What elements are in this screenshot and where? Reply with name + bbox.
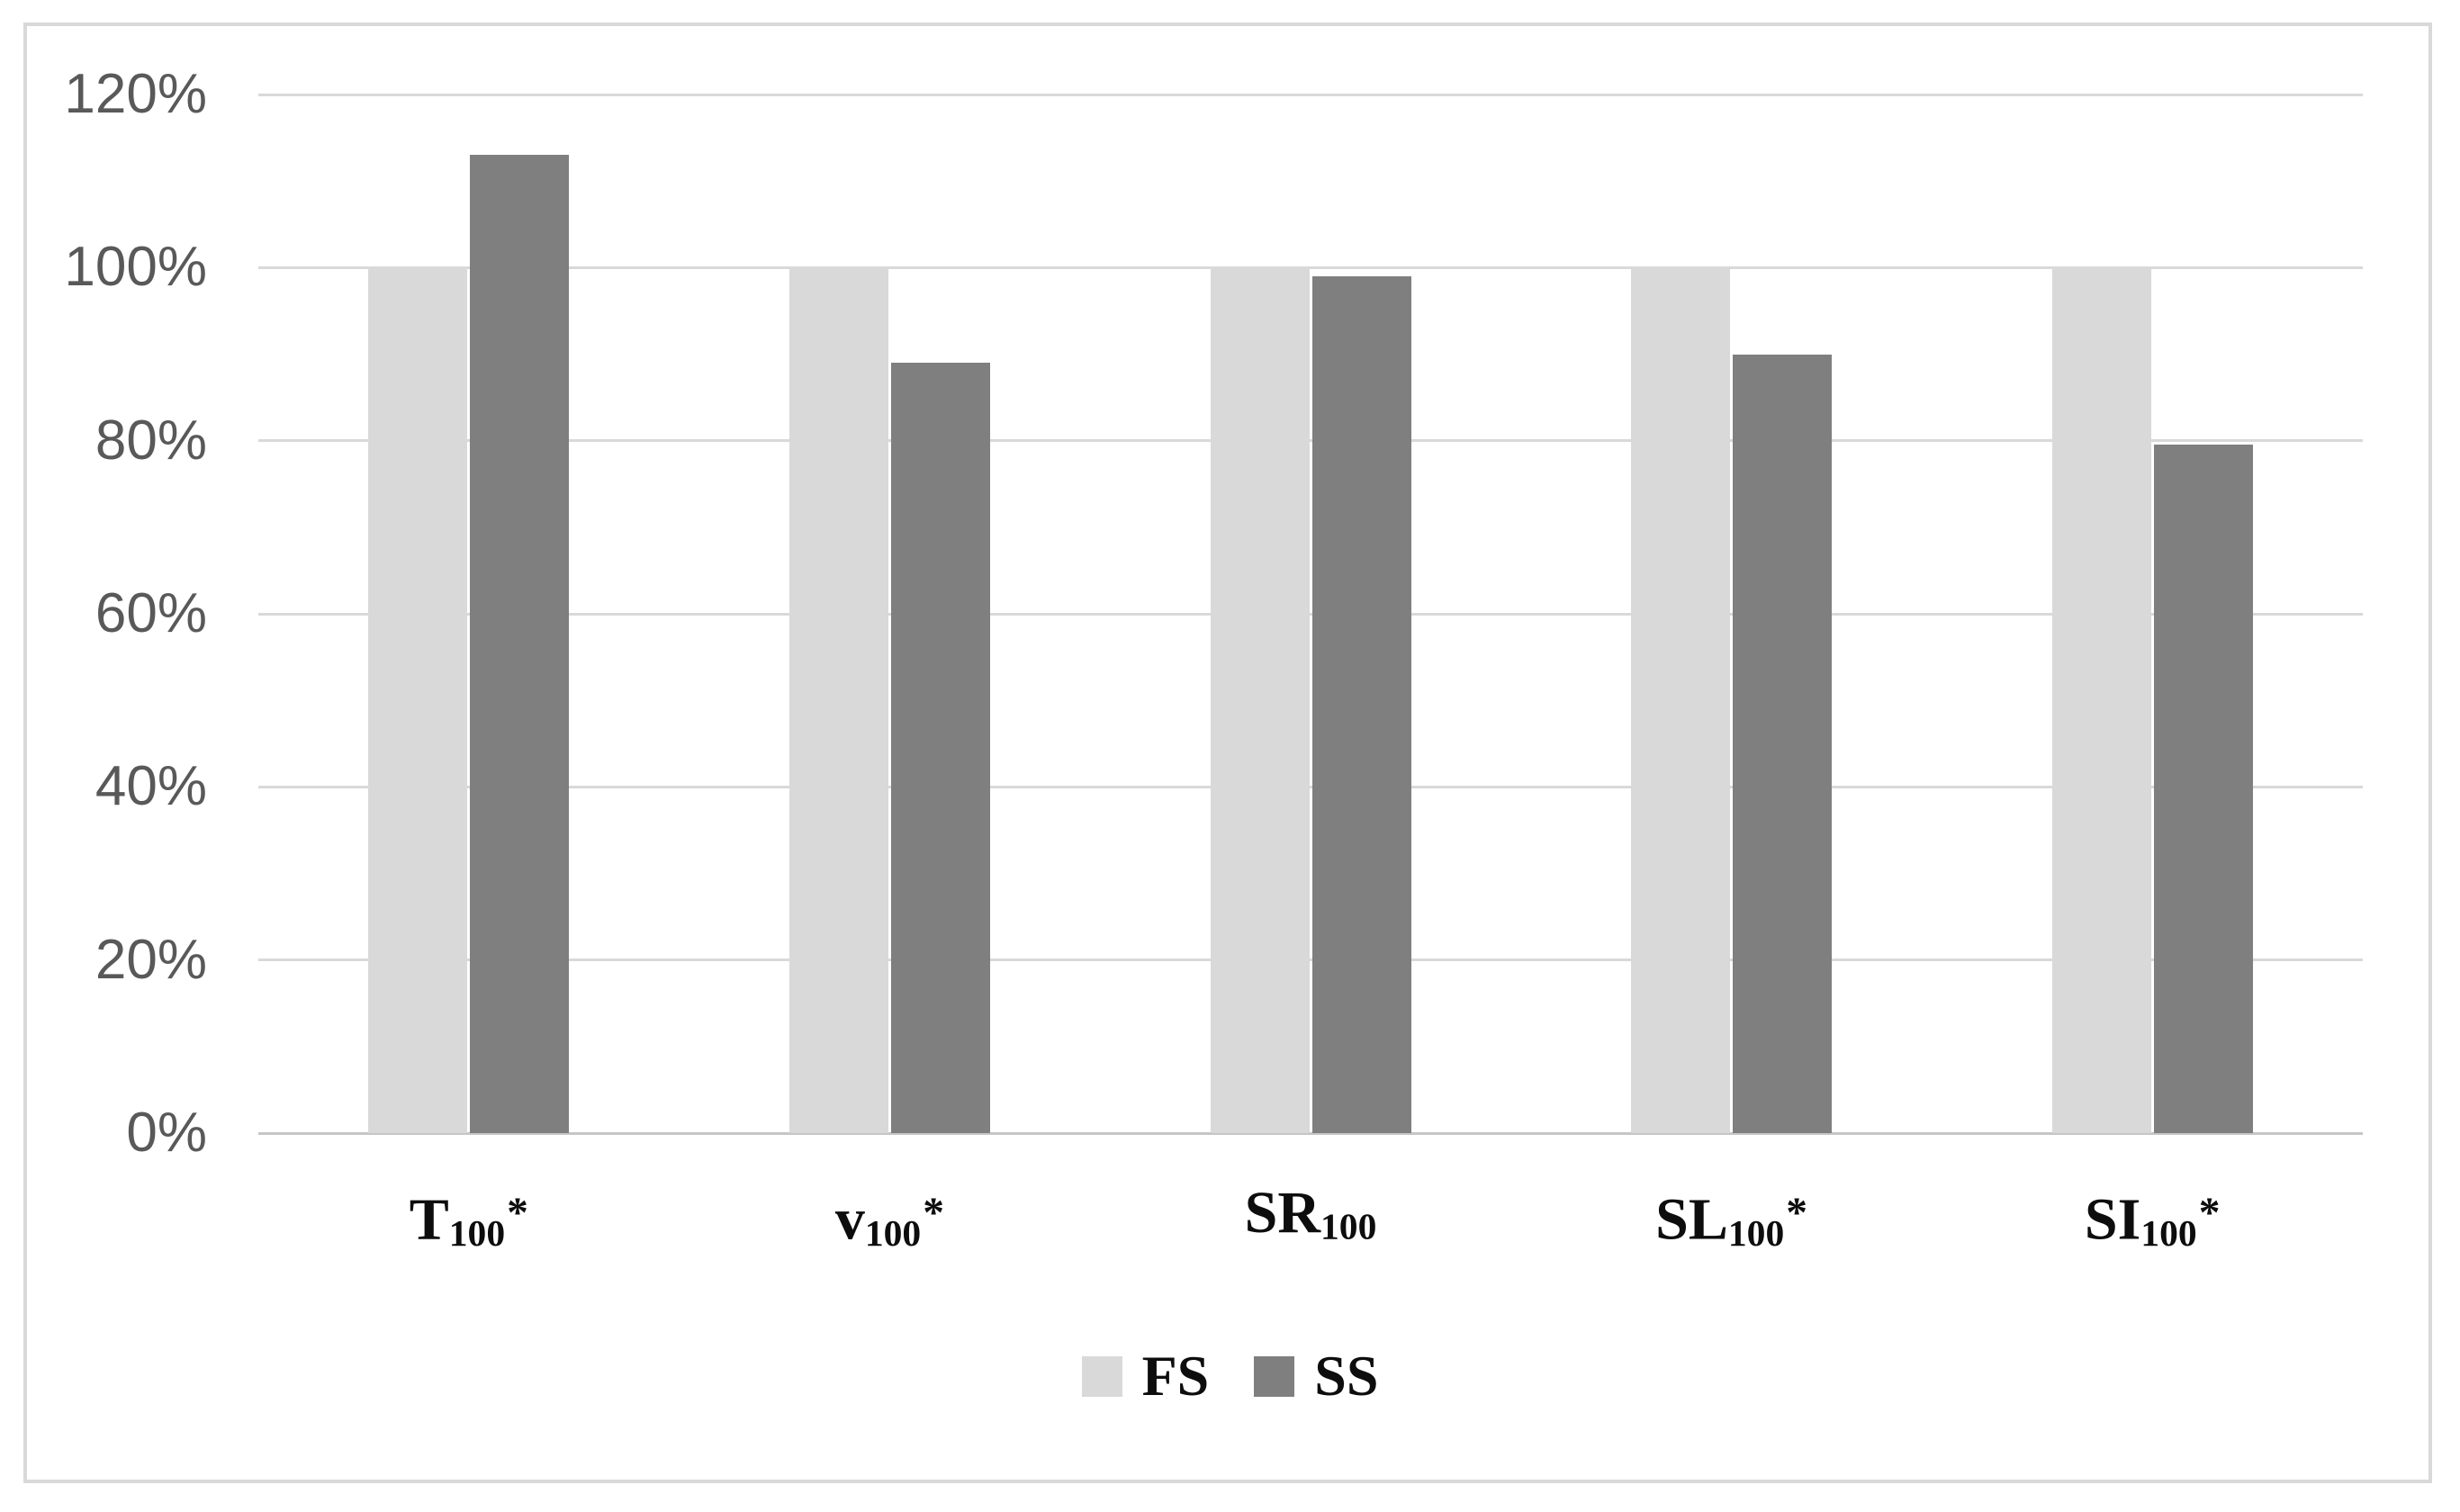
x-axis-category-label: v100* <box>691 1173 1087 1274</box>
category-symbol: SI <box>2084 1186 2141 1253</box>
y-axis-tick-label: 80% <box>95 409 207 472</box>
category-asterisk: * <box>507 1190 528 1237</box>
bar-group <box>368 155 570 1133</box>
bar-fs <box>788 267 888 1133</box>
bar-fs <box>368 267 468 1133</box>
category-symbol: v <box>834 1186 865 1253</box>
legend-item-fs: FS <box>1081 1343 1210 1409</box>
legend: FS SS <box>0 1343 2460 1409</box>
x-axis-category-label: SL100* <box>1534 1173 1930 1274</box>
category-symbol: SR <box>1244 1180 1320 1246</box>
category-symbol: T <box>409 1186 449 1253</box>
category-subscript: 100 <box>1727 1211 1785 1254</box>
bar-ss <box>890 363 990 1133</box>
bar-group <box>1210 267 1411 1133</box>
y-axis-tick-label: 40% <box>95 755 207 818</box>
bar-fs <box>1631 267 1731 1133</box>
legend-label-fs: FS <box>1141 1344 1210 1408</box>
gridline <box>258 785 2363 788</box>
category-subscript: 100 <box>448 1211 506 1254</box>
gridline <box>258 439 2363 443</box>
category-asterisk: * <box>2198 1190 2221 1237</box>
legend-swatch-fs <box>1081 1355 1122 1397</box>
bar-fs <box>2051 267 2151 1133</box>
y-axis-tick-label: 0% <box>126 1102 207 1164</box>
bar-ss <box>1733 354 1833 1133</box>
y-axis-tick-label: 120% <box>64 63 207 125</box>
category-asterisk: * <box>923 1190 944 1237</box>
legend-label-ss: SS <box>1314 1344 1379 1408</box>
bar-ss <box>470 155 570 1133</box>
bar-group <box>2051 267 2253 1133</box>
gridline <box>258 266 2363 269</box>
category-subscript: 100 <box>864 1211 922 1254</box>
x-axis-line <box>258 1131 2363 1135</box>
legend-item-ss: SS <box>1254 1343 1378 1409</box>
bar-ss <box>1311 275 1411 1133</box>
y-axis-tick-label: 20% <box>95 928 207 991</box>
bar-group <box>1631 267 1833 1133</box>
bar-group <box>788 267 990 1133</box>
x-axis-category-label: T100* <box>271 1173 667 1274</box>
x-axis-category-label: SI100* <box>1954 1173 2350 1274</box>
gridline <box>258 93 2363 96</box>
x-axis-category-label: SR100 <box>1113 1173 1509 1266</box>
chart-frame-border <box>23 22 2432 1483</box>
category-subscript: 100 <box>1320 1205 1377 1247</box>
legend-swatch-ss <box>1254 1355 1295 1397</box>
bar-fs <box>1210 267 1310 1133</box>
category-asterisk: * <box>1786 1190 1808 1237</box>
y-axis-tick-label: 100% <box>64 236 207 299</box>
gridline <box>258 958 2363 962</box>
gridline <box>258 612 2363 616</box>
y-axis-tick-label: 60% <box>95 582 207 644</box>
category-subscript: 100 <box>2140 1211 2197 1254</box>
bar-ss <box>2153 445 2253 1133</box>
category-symbol: SL <box>1655 1186 1728 1253</box>
